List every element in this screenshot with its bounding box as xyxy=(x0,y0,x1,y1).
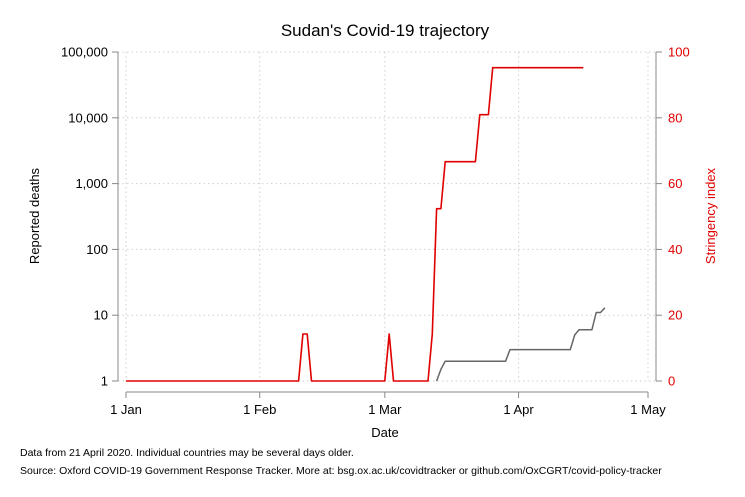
y-left-tick-label: 10,000 xyxy=(68,110,108,125)
x-tick-label: 1 Mar xyxy=(368,402,402,417)
x-tick-label: 1 Feb xyxy=(243,402,276,417)
y-right-tick-label: 100 xyxy=(668,45,690,60)
y-left-tick-label: 10 xyxy=(94,308,108,323)
series-layer xyxy=(126,66,606,382)
grid xyxy=(118,51,656,382)
ticks: 1 10 100 1,000 10,000 100,000 0 20 40 60 80 100 1 Ja… xyxy=(61,45,690,418)
x-axis-label: Date xyxy=(371,425,398,440)
y-right-tick-label: 0 xyxy=(668,374,675,389)
y-left-tick-label: 100 xyxy=(86,242,108,257)
x-tick-label: 1 May xyxy=(630,402,666,417)
y-right-tick-label: 80 xyxy=(668,110,682,125)
axes xyxy=(117,52,657,393)
deaths-series-line xyxy=(435,307,606,382)
data-note: Data from 21 April 2020. Individual coun… xyxy=(20,447,354,459)
y-right-axis-label: Stringency index xyxy=(703,167,718,264)
x-tick-label: 1 Jan xyxy=(110,402,142,417)
y-right-tick-label: 40 xyxy=(668,242,682,257)
y-right-tick-label: 20 xyxy=(668,308,682,323)
y-left-tick-label: 1 xyxy=(101,374,108,389)
y-left-tick-label: 1,000 xyxy=(75,176,108,191)
y-left-tick-label: 100,000 xyxy=(61,45,108,60)
source-note: Source: Oxford COVID-19 Government Respo… xyxy=(20,465,662,477)
stringency-series-line xyxy=(126,66,584,382)
x-tick-label: 1 Apr xyxy=(503,402,534,417)
chart-title: Sudan's Covid-19 trajectory xyxy=(281,21,490,40)
y-right-tick-label: 60 xyxy=(668,176,682,191)
y-left-axis-label: Reported deaths xyxy=(27,167,42,264)
